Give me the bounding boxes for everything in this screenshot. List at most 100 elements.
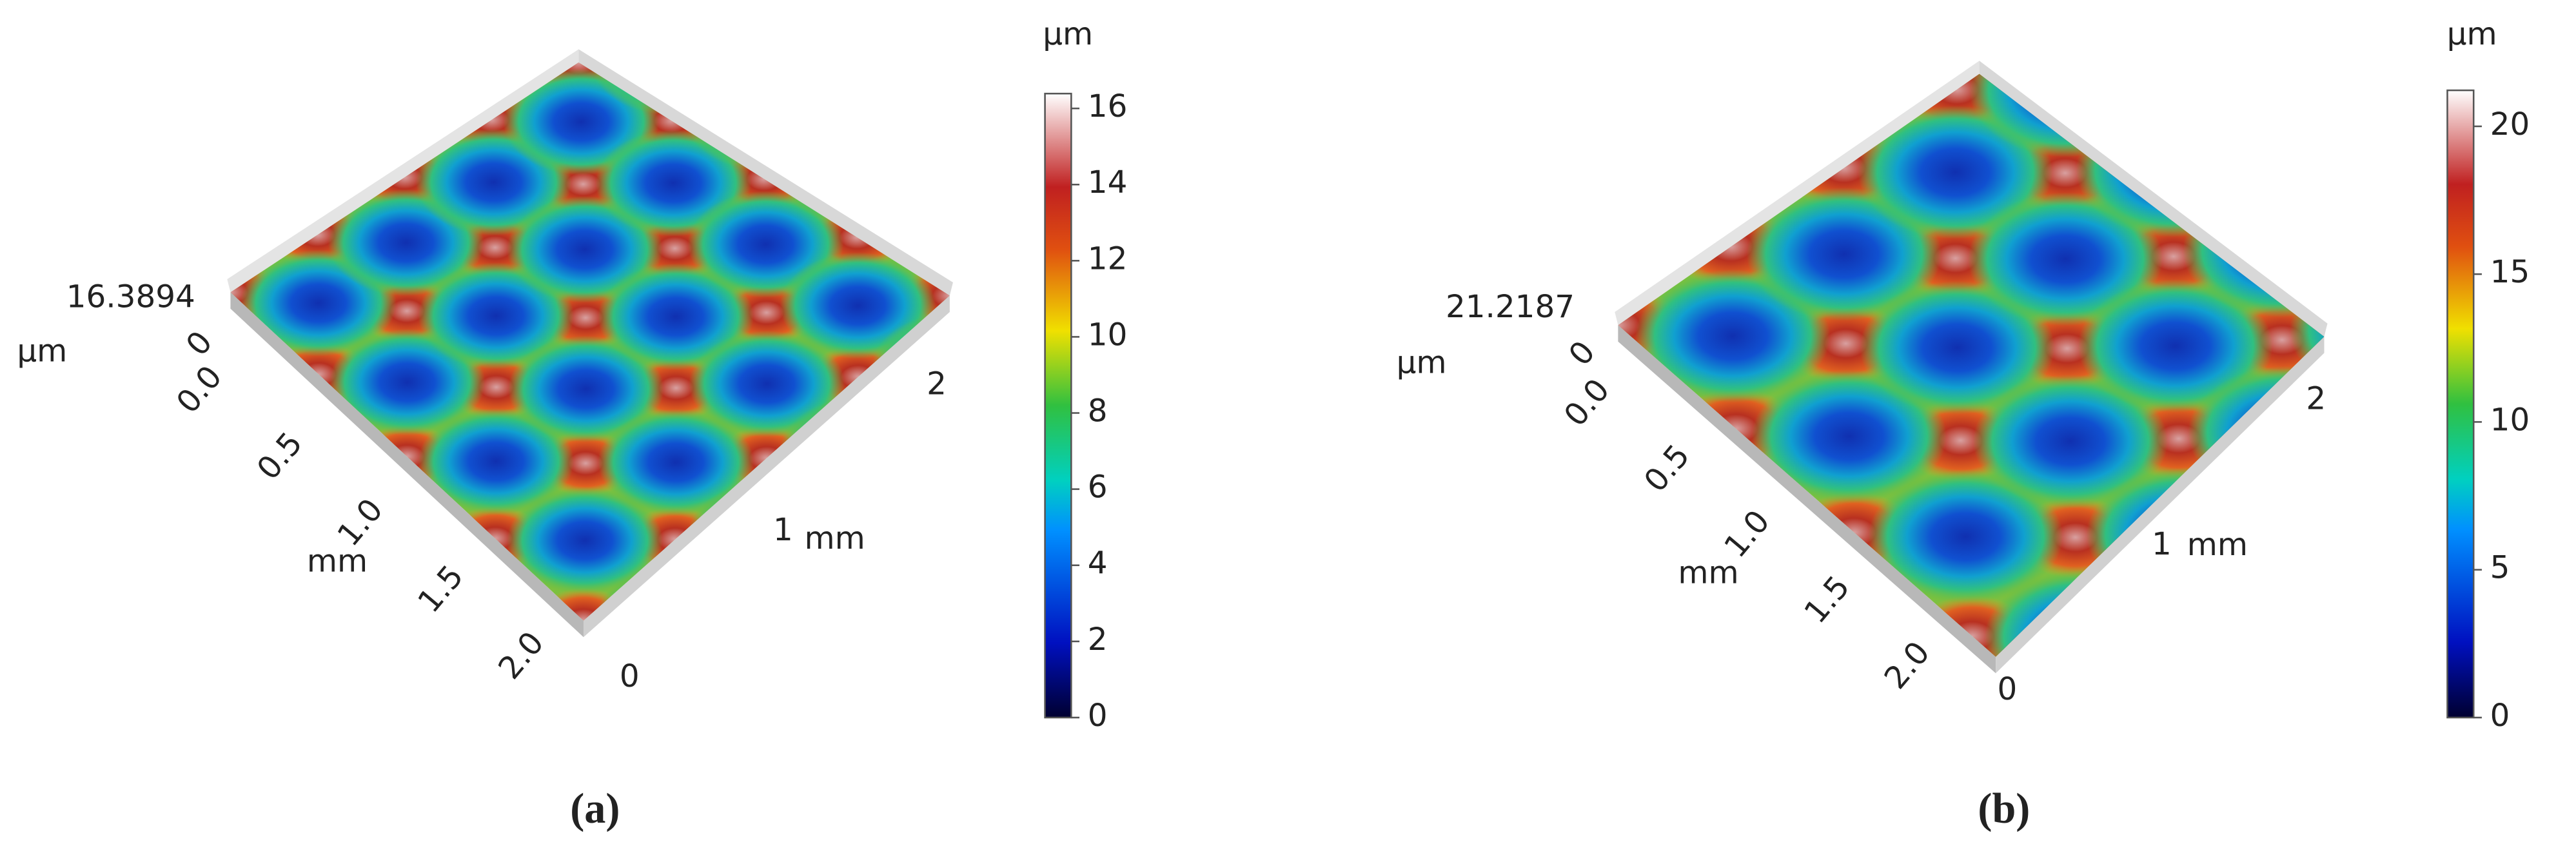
surface-dimple (2184, 74, 2325, 149)
surface-dimple (1972, 374, 2168, 508)
surface-peak (715, 582, 814, 621)
z-axis-label: µm (1397, 344, 1447, 380)
x-tick-label: 0.0 (170, 359, 229, 420)
surface-dimple (2080, 74, 2276, 75)
surface-dimple (1751, 369, 1947, 504)
panel-label: (a) (570, 785, 620, 832)
surface-dimple (2199, 562, 2325, 657)
surface-dimple (598, 409, 754, 516)
z-tick-label: 0 (179, 324, 220, 363)
colorbar-tick-label: 0 (2490, 698, 2510, 734)
x-tick-label: 2.0 (491, 625, 551, 686)
z-tick-label: 21.2187 (1446, 289, 1575, 325)
y-axis-label: mm (804, 520, 865, 556)
surface-backwall (1979, 61, 2328, 337)
surface-dimple (2101, 671, 2296, 804)
y-tick-label: 0 (1998, 671, 2018, 707)
surface-peak (2147, 802, 2270, 844)
surface-backwall (578, 49, 953, 296)
surface-dimple (2396, 344, 2576, 478)
surface-peak (900, 408, 950, 475)
colorbar-tick-label: 20 (2490, 106, 2530, 142)
surface-dimple (507, 487, 664, 594)
colorbar-tick-label: 4 (1088, 545, 1108, 582)
colorbar (1044, 92, 1072, 719)
colorbar-tick-label: 12 (1088, 240, 1128, 277)
surface-peak (2218, 123, 2325, 206)
surface-dimple (2391, 162, 2576, 295)
surface-dimple (689, 330, 845, 438)
x-tick-label: 2.0 (1878, 635, 1937, 696)
surface-peak (2129, 593, 2252, 657)
y-tick-label: 1 (773, 512, 793, 548)
surface-peak (2325, 32, 2448, 113)
surface-peak (2534, 353, 2576, 435)
surface-backwall (1615, 61, 1980, 326)
surface-peak (616, 0, 715, 38)
colorbar-title: µm (2447, 16, 2497, 52)
colorbar-tick-label: 8 (1088, 393, 1108, 429)
surface-dimple (1860, 280, 2055, 415)
colorbar-tick-label: 10 (1088, 317, 1128, 353)
y-tick-label: 0 (620, 658, 640, 694)
surface-peak (2223, 0, 2346, 44)
surface-peak (898, 129, 950, 195)
surface-dimple (683, 63, 840, 170)
surface-dimple (872, 313, 950, 420)
y-tick-label: 2 (927, 366, 947, 402)
colorbar-tick-label: 6 (1088, 469, 1108, 505)
panel-label: (b) (1978, 785, 2030, 832)
colorbar-tick-label: 16 (1088, 88, 1128, 124)
surface-dimple (2078, 279, 2273, 413)
surface-peak (2029, 699, 2152, 781)
surface-peak (992, 181, 1090, 247)
surface-dimple (1967, 192, 2163, 326)
x-axis-label: mm (307, 544, 368, 580)
surface-wall (230, 292, 584, 638)
surface-dimple (418, 407, 575, 515)
surface-peak (2329, 382, 2452, 464)
colorbar-tick-label: 14 (1088, 164, 1128, 201)
surface-peak (993, 321, 1092, 387)
surface-peak (2008, 0, 2131, 52)
z-tick-label: 16.3894 (66, 279, 195, 315)
surface-peak (2427, 101, 2550, 183)
surface-peak (2113, 74, 2237, 129)
surface-dimple (1868, 469, 2063, 604)
z-tick-label: 0 (1562, 334, 1602, 373)
colorbar-tick-label: 2 (1088, 622, 1108, 658)
surface-wall (583, 295, 950, 638)
surface-dimple (507, 335, 664, 443)
x-tick-label: 0.5 (250, 426, 310, 487)
surface-wall (1996, 337, 2325, 674)
surface-peak (2243, 690, 2366, 772)
surface-peak (804, 77, 903, 142)
colorbar-tick-label: 15 (2490, 254, 2530, 290)
colorbar (2446, 89, 2475, 719)
colorbar-tick-label: 5 (2490, 550, 2510, 586)
colorbar-title: µm (1043, 16, 1093, 52)
x-tick-label: 1.5 (1798, 569, 1857, 631)
surface-wall (1618, 325, 1996, 674)
x-tick-label: 0.0 (1557, 372, 1617, 433)
y-tick-label: 1 (2152, 526, 2172, 562)
surface-dimple (780, 397, 936, 505)
surface-dimple (591, 62, 747, 115)
x-axis-label: mm (1678, 554, 1738, 591)
colorbar-tick-label: 10 (2490, 402, 2530, 438)
y-axis-label: mm (2187, 527, 2248, 563)
surface-peak (710, 62, 809, 90)
surface-peak (2323, 200, 2325, 282)
surface-dimple (595, 566, 752, 621)
surface-dimple (870, 173, 950, 281)
y-tick-label: 2 (2306, 380, 2326, 417)
z-axis-label: µm (17, 333, 67, 369)
surface-dimple (598, 263, 754, 370)
surface-peak (2341, 578, 2464, 660)
x-tick-label: 1.5 (411, 558, 470, 620)
surface-dimple (777, 118, 934, 226)
